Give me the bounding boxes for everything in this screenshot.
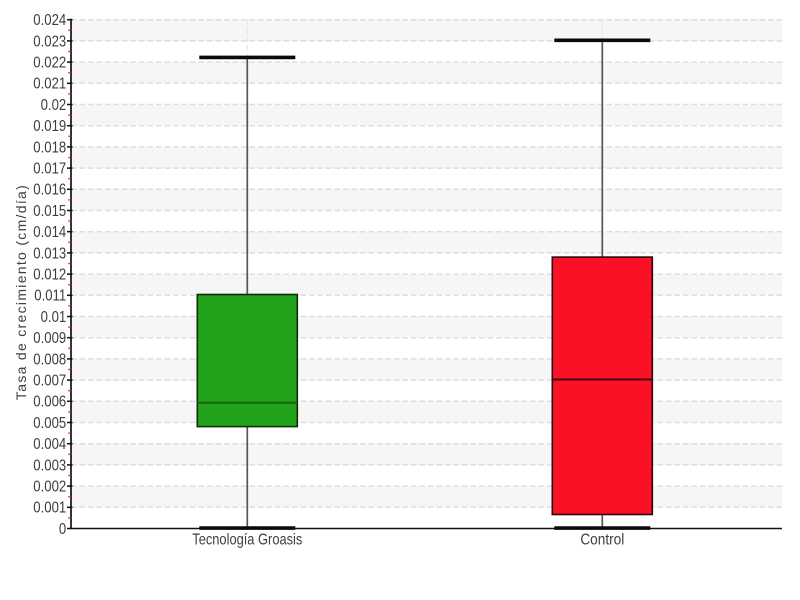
svg-text:0.002: 0.002: [33, 479, 66, 496]
svg-text:0.007: 0.007: [33, 373, 66, 390]
svg-text:0.021: 0.021: [33, 76, 66, 93]
svg-text:0.003: 0.003: [33, 457, 66, 474]
svg-text:0.02: 0.02: [41, 97, 67, 114]
svg-text:Tecnología Groasis: Tecnología Groasis: [192, 531, 302, 548]
svg-text:0.024: 0.024: [33, 12, 66, 29]
svg-text:0.014: 0.014: [33, 224, 66, 241]
svg-text:0.005: 0.005: [33, 415, 66, 432]
svg-text:0.023: 0.023: [33, 33, 66, 50]
svg-text:0.008: 0.008: [33, 351, 66, 368]
svg-text:0.016: 0.016: [33, 182, 66, 199]
svg-text:0.009: 0.009: [33, 330, 66, 347]
svg-text:0.018: 0.018: [33, 139, 66, 156]
svg-text:0.019: 0.019: [33, 118, 66, 135]
svg-text:0.006: 0.006: [33, 394, 66, 411]
svg-text:Control: Control: [580, 532, 624, 549]
svg-text:0.001: 0.001: [33, 500, 66, 517]
svg-text:0.01: 0.01: [41, 309, 67, 326]
svg-text:0.017: 0.017: [33, 161, 66, 178]
svg-text:Tasa de crecimiento (cm/día): Tasa de crecimiento (cm/día): [13, 184, 29, 400]
svg-text:0.013: 0.013: [33, 245, 66, 262]
svg-text:0.022: 0.022: [33, 55, 66, 72]
svg-text:0.015: 0.015: [33, 203, 66, 220]
svg-text:0.011: 0.011: [34, 288, 66, 305]
svg-text:0.004: 0.004: [33, 436, 66, 453]
svg-text:0.012: 0.012: [33, 267, 66, 284]
svg-text:0: 0: [59, 521, 66, 538]
